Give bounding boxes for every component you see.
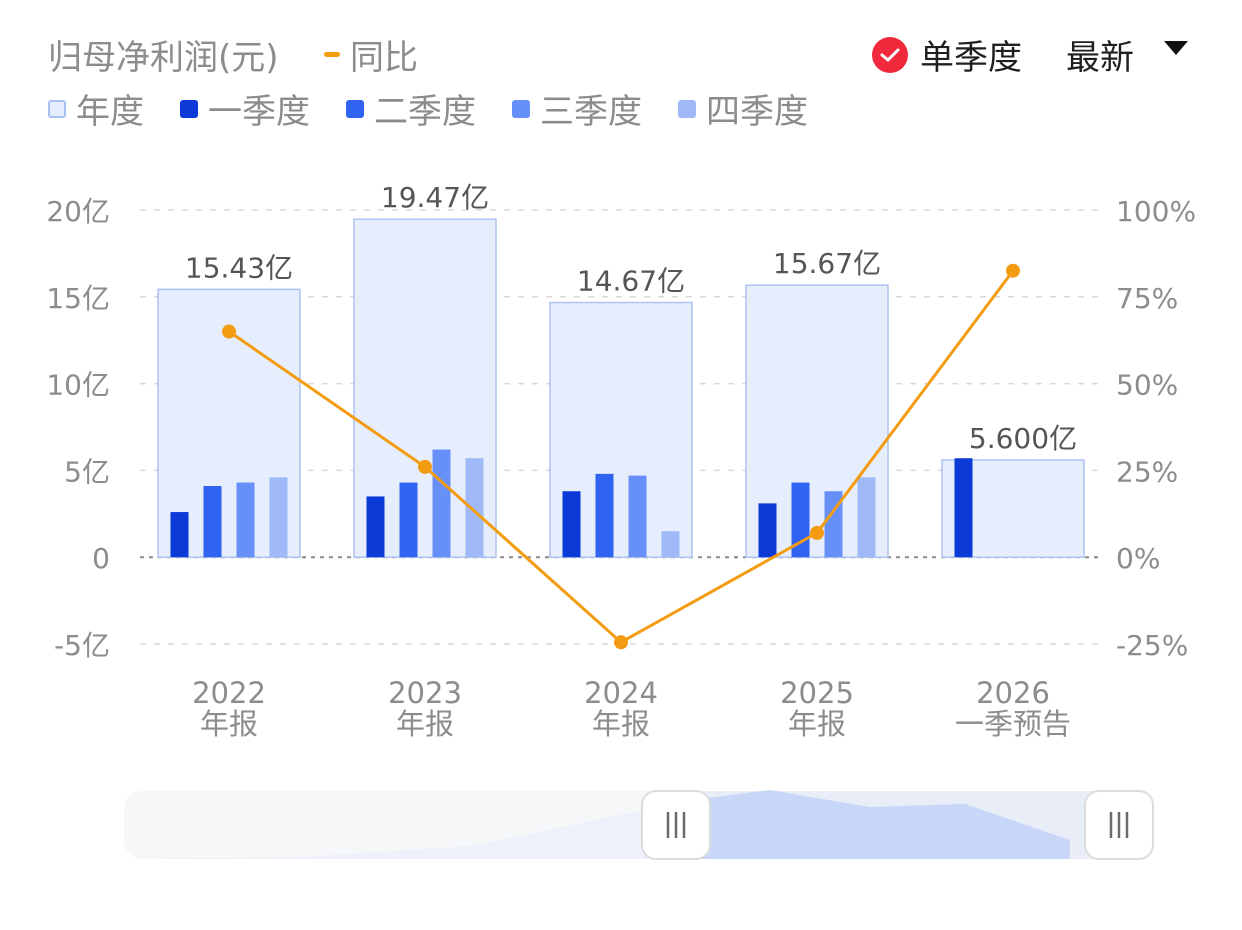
legend-swatch-annual xyxy=(48,99,66,118)
data-labels: 15.43亿 19.47亿 14.67亿 15.67亿 5.600亿 xyxy=(185,181,1077,455)
single-quarter-toggle[interactable]: 单季度 xyxy=(872,30,1022,79)
annual-value-label: 19.47亿 xyxy=(381,181,489,214)
yoy-line xyxy=(222,263,1020,650)
x-tick-label: 2026 xyxy=(976,676,1050,710)
y-right-tick-label: 25% xyxy=(1116,455,1178,488)
slider-selection xyxy=(676,791,1120,859)
sort-dropdown[interactable]: 最新 xyxy=(1066,30,1188,79)
y-right-tick-label: 0% xyxy=(1116,542,1160,575)
quarter-bar xyxy=(269,477,288,558)
y-left-tick-label: 20亿 xyxy=(46,195,110,228)
quarter-bar xyxy=(595,473,614,558)
quarter-bar xyxy=(236,482,255,558)
y-right-tick-label: 100% xyxy=(1116,195,1196,228)
yoy-legend[interactable]: 同比 xyxy=(324,30,418,79)
legend-item-annual[interactable]: 年度 xyxy=(48,84,144,133)
quarter-bar xyxy=(758,503,777,558)
y-left-tick-label: -5亿 xyxy=(54,629,110,662)
quarter-bar xyxy=(432,449,451,558)
yoy-line-swatch xyxy=(324,52,340,57)
y-right-tick-label: 75% xyxy=(1116,282,1178,315)
sort-dropdown-label: 最新 xyxy=(1066,38,1134,78)
overview-area-selected xyxy=(676,790,1070,859)
yoy-point xyxy=(222,324,236,339)
y-right-tick-label: 50% xyxy=(1116,369,1178,402)
legend-item-q2[interactable]: 二季度 xyxy=(346,84,476,133)
single-quarter-label: 单季度 xyxy=(920,38,1022,78)
x-tick-label: 年报 xyxy=(788,707,846,741)
x-tick-label: 年报 xyxy=(592,707,650,741)
x-tick-label: 年报 xyxy=(396,707,454,741)
axis-labels: 20亿15亿10亿5亿0-5亿100%75%50%25%0%-25%2022年报… xyxy=(46,195,1196,741)
legend-label-q4: 四季度 xyxy=(706,92,808,132)
caret-down-icon xyxy=(1164,40,1188,55)
legend-label-q2: 二季度 xyxy=(374,92,476,132)
quarter-bar xyxy=(465,458,484,558)
quarter-bar xyxy=(661,531,680,558)
y-left-tick-label: 15亿 xyxy=(46,282,110,315)
yoy-legend-label: 同比 xyxy=(350,38,418,78)
y-left-tick-label: 5亿 xyxy=(64,455,110,488)
legend-item-q1[interactable]: 一季度 xyxy=(180,84,310,133)
x-tick-label: 2023 xyxy=(388,676,462,710)
y-right-tick-label: -25% xyxy=(1116,629,1188,662)
series-legend: 年度 一季度 二季度 三季度 四季度 xyxy=(48,84,844,133)
quarter-bar xyxy=(562,491,581,558)
quarter-bar xyxy=(203,486,222,558)
check-icon xyxy=(872,36,908,73)
yoy-point xyxy=(614,635,628,650)
chart-header: 归母净利润(元) 同比 单季度 最新 xyxy=(0,0,1242,150)
legend-item-q4[interactable]: 四季度 xyxy=(678,84,808,133)
legend-swatch-q1 xyxy=(180,99,198,118)
y-left-tick-label: 10亿 xyxy=(46,369,110,402)
range-slider[interactable] xyxy=(124,790,1154,860)
legend-label-q3: 三季度 xyxy=(540,92,642,132)
annual-value-label: 5.600亿 xyxy=(969,422,1077,455)
annual-value-label: 14.67亿 xyxy=(577,265,685,298)
x-tick-label: 2024 xyxy=(584,676,658,710)
quarter-bar xyxy=(399,482,418,558)
quarter-bar xyxy=(857,477,876,558)
legend-item-q3[interactable]: 三季度 xyxy=(512,84,642,133)
yoy-point xyxy=(1006,263,1020,278)
x-tick-label: 年报 xyxy=(200,707,258,741)
quarter-bar xyxy=(824,491,843,558)
net-profit-chart: 15.43亿 19.47亿 14.67亿 15.67亿 5.600亿 20亿 15亿 10亿… xyxy=(46,181,1196,860)
quarter-bar xyxy=(954,458,973,558)
quarter-bar xyxy=(628,475,647,558)
x-tick-label: 2025 xyxy=(780,676,854,710)
quarter-bar xyxy=(170,512,189,558)
quarter-bar xyxy=(366,496,385,558)
x-tick-label: 一季预告 xyxy=(955,707,1071,741)
legend-label-q1: 一季度 xyxy=(208,92,310,132)
yoy-point xyxy=(810,525,824,540)
annual-value-label: 15.67亿 xyxy=(773,247,881,280)
chart-title: 归母净利润(元) xyxy=(48,38,279,78)
legend-swatch-q3 xyxy=(512,99,530,118)
y-left-tick-label: 0 xyxy=(92,542,110,575)
legend-label-annual: 年度 xyxy=(76,92,144,132)
legend-swatch-q4 xyxy=(678,99,696,118)
legend-swatch-q2 xyxy=(346,99,364,118)
annual-value-label: 15.43亿 xyxy=(185,251,293,284)
x-tick-label: 2022 xyxy=(192,676,266,710)
yoy-point xyxy=(418,459,432,474)
